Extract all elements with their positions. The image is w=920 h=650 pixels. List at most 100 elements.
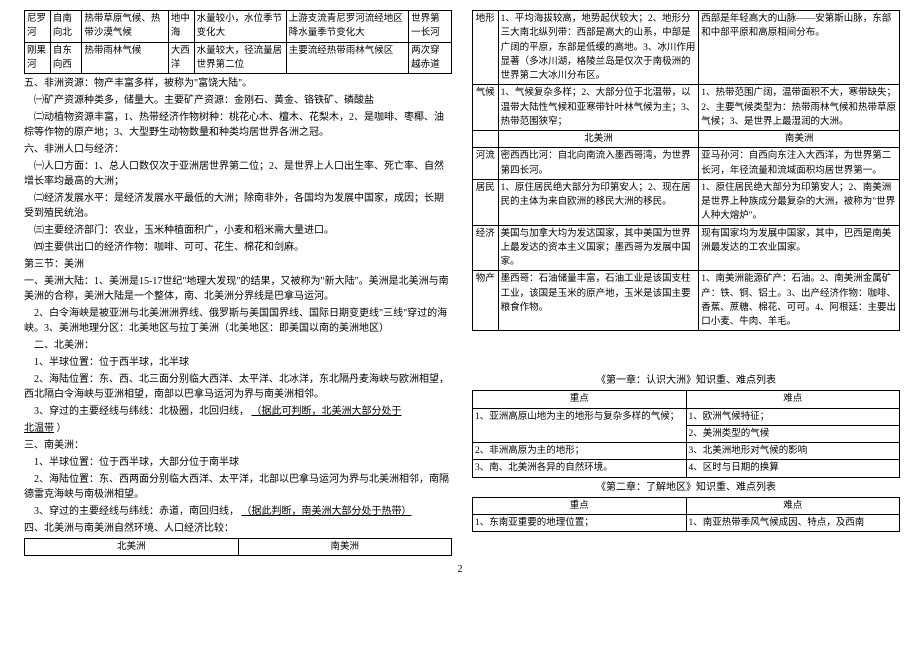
cell: 世界第一长河 bbox=[409, 11, 452, 43]
cell: 水量较小，水位季节变化大 bbox=[194, 11, 286, 43]
row-label: 河流 bbox=[473, 148, 499, 180]
cell: 2、非洲高原为主的地形； bbox=[473, 443, 687, 460]
row-label: 地形 bbox=[473, 11, 499, 85]
para: ㈠人口方面：1、总人口数仅次于亚洲居世界第二位；2、是世界上人口出生率、死亡率、… bbox=[24, 159, 452, 189]
underlined-text: （据此判断，南美洲大部分处于热带） bbox=[242, 506, 412, 517]
table-row: 河流 密西西比河：自北向南流入墨西哥湾，为世界第四长河。 亚马孙河：自西向东注入… bbox=[473, 148, 900, 180]
section-six-head: 六、非洲人口与经济： bbox=[24, 142, 452, 157]
cell: 尼罗河 bbox=[25, 11, 51, 43]
table-row: 1、亚洲高原山地为主的地形与复杂多样的气候； 1、欧洲气候特征； bbox=[473, 408, 900, 425]
header-sa: 南美洲 bbox=[699, 131, 900, 148]
para: 3、穿过的主要经线与纬线：北极圈，北回归线， （据此可判断，北美洲大部分处于 bbox=[24, 404, 452, 419]
cell: 1、气候复杂多样；2、大部分位于北温带，以温带大陆性气候和亚寒带针叶林气候为主；… bbox=[498, 85, 699, 131]
cell: 地中海 bbox=[168, 11, 194, 43]
table-row: 3、南、北美洲各异的自然环境。 4、区时与日期的换算 bbox=[473, 460, 900, 477]
col-head: 重点 bbox=[473, 391, 687, 408]
table-row: 地形 1、平均海拔较高，地势起伏较大；2、地形分三大南北纵列带：西部是高大的山系… bbox=[473, 11, 900, 85]
cell: 自东向西 bbox=[50, 42, 82, 74]
col-head: 难点 bbox=[686, 391, 900, 408]
header-na: 北美洲 bbox=[498, 131, 699, 148]
cell: 自南向北 bbox=[50, 11, 82, 43]
table-row: 居民 1、原住居民绝大部分为印第安人；2、现在居民的主体为来自欧洲的移民大洲的移… bbox=[473, 179, 900, 225]
cell: 1、平均海拔较高，地势起伏较大；2、地形分三大南北纵列带：西部是高大的山系，中部… bbox=[498, 11, 699, 85]
text: ） bbox=[57, 423, 67, 434]
cell: 主要流经热带雨林气候区 bbox=[286, 42, 408, 74]
cell: 密西西比河：自北向南流入墨西哥湾，为世界第四长河。 bbox=[498, 148, 699, 180]
kp1-title: 《第一章：认识大洲》知识重、难点列表 bbox=[472, 373, 900, 388]
para: 2、海陆位置：东、西两面分别临大西洋、太平洋，北部以巴拿马运河为界与北美洲相邻，… bbox=[24, 472, 452, 502]
cell: 3、南、北美洲各异的自然环境。 bbox=[473, 460, 687, 477]
table-subheader: 北美洲 南美洲 bbox=[473, 131, 900, 148]
table-row: 物产 墨西哥：石油储量丰富，石油工业是该国支柱工业，该国是玉米的原产地，玉米是该… bbox=[473, 271, 900, 331]
left-column: 尼罗河 自南向北 热带草原气候、热带沙漠气候 地中海 水量较小，水位季节变化大 … bbox=[24, 10, 452, 556]
row-label: 气候 bbox=[473, 85, 499, 131]
para: ㈣主要供出口的经济作物：咖啡、可可、花生、棉花和剑麻。 bbox=[24, 240, 452, 255]
table-row: 尼罗河 自南向北 热带草原气候、热带沙漠气候 地中海 水量较小，水位季节变化大 … bbox=[25, 11, 452, 43]
underlined-text: （据此可判断，北美洲大部分处于 bbox=[252, 406, 402, 417]
cell: 3、北美洲地形对气候的影响 bbox=[686, 443, 900, 460]
subhead: 四、北美洲与南美洲自然环境、人口经济比较： bbox=[24, 521, 452, 536]
cell: 西部是年轻高大的山脉——安第斯山脉，东部和中部平原和高原相间分布。 bbox=[699, 11, 900, 85]
para: 3、穿过的主要经线与纬线：赤道，南回归线， （据此判断，南美洲大部分处于热带） bbox=[24, 504, 452, 519]
para: ㈡经济发展水平：是经济发展水平最低的大洲；除南非外，各国均为发展中国家，成因；长… bbox=[24, 191, 452, 221]
rivers-table: 尼罗河 自南向北 热带草原气候、热带沙漠气候 地中海 水量较小，水位季节变化大 … bbox=[24, 10, 452, 74]
cell: 4、区时与日期的换算 bbox=[686, 460, 900, 477]
right-column: 地形 1、平均海拔较高，地势起伏较大；2、地形分三大南北纵列带：西部是高大的山系… bbox=[472, 10, 900, 556]
para: 2、海陆位置：东、西、北三面分别临大西洋、太平洋、北冰洋，东北隔丹麦海峡与欧洲相… bbox=[24, 372, 452, 402]
para: 2、白令海峡是被亚洲与北美洲洲界线、俄罗斯与美国国界线、国际日期变更线"三线"穿… bbox=[24, 306, 452, 336]
cell: 亚马孙河：自西向东注入大西洋，为世界第二长河，年径流量和流域面积均居世界第一。 bbox=[699, 148, 900, 180]
subhead: 三、南美洲： bbox=[24, 438, 452, 453]
table-row: 气候 1、气候复杂多样；2、大部分位于北温带，以温带大陆性气候和亚寒带针叶林气候… bbox=[473, 85, 900, 131]
cell: 1、亚洲高原山地为主的地形与复杂多样的气候； bbox=[473, 408, 687, 443]
para: ㈡动植物资源丰富，1、热带经济作物树种：桃花心木、檀木、花梨木，2、是咖啡、枣椰… bbox=[24, 110, 452, 140]
row-label: 经济 bbox=[473, 225, 499, 271]
cell: 1、热带范围广阔，温带面积不大，寒带缺失；2、主要气候类型为：热带雨林气候和热带… bbox=[699, 85, 900, 131]
cell: 现有国家均为发展中国家，其中，巴西是南美洲最发达的工农业国家。 bbox=[699, 225, 900, 271]
cell: 1、东南亚重要的地理位置； bbox=[473, 514, 687, 531]
table-row: 2、非洲高原为主的地形； 3、北美洲地形对气候的影响 bbox=[473, 443, 900, 460]
cell: 1、南亚热带季风气候成因、特点，及西南 bbox=[686, 514, 900, 531]
cell: 上游支流青尼罗河流经地区降水量季节变化大 bbox=[286, 11, 408, 43]
cell: 美国与加拿大均为发达国家，其中美国为世界上最发达的资本主义国家；墨西哥为发展中国… bbox=[498, 225, 699, 271]
cell: 1、南美洲能源矿产：石油。2、南美洲金属矿产：铁、铜、铝土。3、出产经济作物：咖… bbox=[699, 271, 900, 331]
cell: 大西洋 bbox=[168, 42, 194, 74]
header-sa: 南美洲 bbox=[238, 539, 452, 556]
kp2-table: 重点 难点 1、东南亚重要的地理位置； 1、南亚热带季风气候成因、特点，及西南 bbox=[472, 497, 900, 533]
subhead: 二、北美洲： bbox=[24, 338, 452, 353]
section-three-head: 第三节：美洲 bbox=[24, 257, 452, 272]
para: ㈢主要经济部门：农业，玉米种植面积广，小麦和稻米需大量进口。 bbox=[24, 223, 452, 238]
header-na: 北美洲 bbox=[25, 539, 239, 556]
para: 1、半球位置：位于西半球，大部分位于南半球 bbox=[24, 455, 452, 470]
cell: 两次穿越赤道 bbox=[409, 42, 452, 74]
page-number: 2 bbox=[0, 562, 920, 577]
comparison-table: 地形 1、平均海拔较高，地势起伏较大；2、地形分三大南北纵列带：西部是高大的山系… bbox=[472, 10, 900, 331]
underlined-text: 北温带 bbox=[24, 423, 54, 434]
cell: 2、美洲类型的气候 bbox=[686, 425, 900, 442]
section-five-head: 五、非洲资源：物产丰富多样，被称为"富饶大陆"。 bbox=[24, 76, 452, 91]
col-head: 难点 bbox=[686, 497, 900, 514]
table-row: 经济 美国与加拿大均为发达国家，其中美国为世界上最发达的资本主义国家；墨西哥为发… bbox=[473, 225, 900, 271]
row-label: 居民 bbox=[473, 179, 499, 225]
row-label: 物产 bbox=[473, 271, 499, 331]
para: ㈠矿产资源种类多，储量大。主要矿产资源：金刚石、黄金、铬铁矿、磷酸盐 bbox=[24, 93, 452, 108]
para: 一、美洲大陆：1、美洲是15-17世纪"地理大发现"的结果，又被称为"新大陆"。… bbox=[24, 274, 452, 304]
para: 北温带 ） bbox=[24, 421, 452, 436]
kp2-title: 《第二章：了解地区》知识重、难点列表 bbox=[472, 480, 900, 495]
table-row: 1、东南亚重要的地理位置； 1、南亚热带季风气候成因、特点，及西南 bbox=[473, 514, 900, 531]
cell: 1、原住居民绝大部分为印第安人；2、现在居民的主体为来自欧洲的移民大洲的移民。 bbox=[498, 179, 699, 225]
table-row: 刚果河 自东向西 热带雨林气候 大西洋 水量较大，径流量居世界第二位 主要流经热… bbox=[25, 42, 452, 74]
kp1-table: 重点 难点 1、亚洲高原山地为主的地形与复杂多样的气候； 1、欧洲气候特征； 2… bbox=[472, 390, 900, 477]
text: 3、穿过的主要经线与纬线：赤道，南回归线， bbox=[34, 506, 239, 517]
cell: 水量较大，径流量居世界第二位 bbox=[194, 42, 286, 74]
para: 1、半球位置：位于西半球，北半球 bbox=[24, 355, 452, 370]
cell: 热带雨林气候 bbox=[82, 42, 168, 74]
cell: 热带草原气候、热带沙漠气候 bbox=[82, 11, 168, 43]
col-head: 重点 bbox=[473, 497, 687, 514]
compare-header-table: 北美洲 南美洲 bbox=[24, 538, 452, 556]
empty-cell bbox=[473, 131, 499, 148]
text: 3、穿过的主要经线与纬线：北极圈，北回归线， bbox=[34, 406, 249, 417]
cell: 墨西哥：石油储量丰富，石油工业是该国支柱工业，该国是玉米的原产地，玉米是该国主要… bbox=[498, 271, 699, 331]
cell: 1、原住居民绝大部分为印第安人；2、南美洲是世界上种族成分最复杂的大洲，被称为"… bbox=[699, 179, 900, 225]
cell: 刚果河 bbox=[25, 42, 51, 74]
cell: 1、欧洲气候特征； bbox=[686, 408, 900, 425]
